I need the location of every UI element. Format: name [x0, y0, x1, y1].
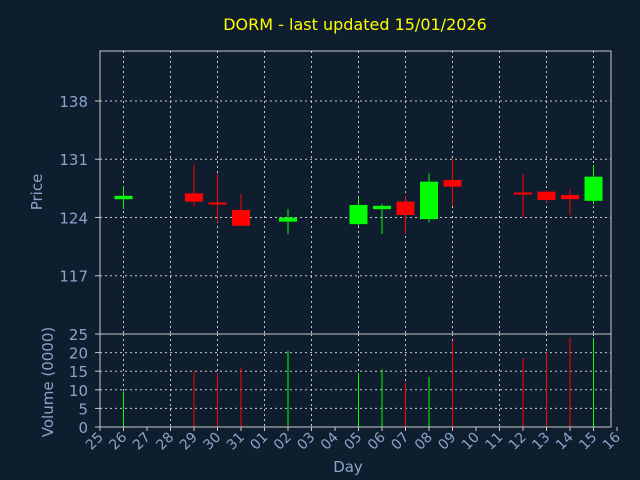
- x-tick-label: 27: [130, 430, 154, 454]
- x-tick-label: 26: [106, 429, 130, 453]
- x-tick-label: 29: [177, 430, 201, 454]
- volume-tick-label: 15: [69, 363, 88, 381]
- price-frame: [99, 50, 612, 335]
- candle-body: [114, 195, 133, 200]
- volume-tick-label: 5: [78, 400, 88, 418]
- price-axis-label: Price: [28, 174, 46, 211]
- candle-body: [349, 204, 368, 225]
- chart-title: DORM - last updated 15/01/2026: [223, 15, 487, 34]
- candle-body: [514, 192, 532, 195]
- x-tick-label: 08: [412, 430, 436, 454]
- price-tick-label: 131: [59, 151, 88, 169]
- price-tick-label: 117: [59, 268, 88, 286]
- candle-body: [232, 209, 250, 226]
- volume-tick-label: 0: [78, 419, 88, 437]
- x-tick-label: 09: [435, 430, 459, 454]
- x-tick-label: 12: [506, 430, 530, 454]
- x-axis: 25 26 27 28 29 30 31 01 02 03 04 05 06 07 08 09 10 11 12 13…: [83, 427, 624, 453]
- volume-tick-label: 10: [69, 382, 88, 400]
- x-tick-label: 14: [553, 429, 577, 453]
- x-tick-label: 07: [388, 430, 412, 454]
- x-tick-label: 30: [200, 430, 224, 454]
- volume-tick-label: 20: [69, 345, 88, 363]
- x-tick-label: 28: [153, 430, 177, 454]
- x-tick-label: 05: [341, 430, 365, 454]
- candle-body: [185, 193, 203, 202]
- candle-body: [537, 191, 556, 200]
- x-axis-label: Day: [333, 458, 363, 476]
- price-tick-label: 138: [59, 93, 88, 111]
- candle-body: [443, 180, 462, 187]
- x-tick-label: 01: [247, 430, 271, 454]
- x-tick-label: 11: [482, 430, 506, 454]
- candle-body: [208, 202, 227, 205]
- candle-body: [584, 176, 603, 201]
- x-tick-label: 16: [600, 429, 624, 453]
- x-tick-label: 31: [224, 430, 248, 454]
- x-tick-label: 02: [271, 430, 295, 454]
- x-tick-label: 15: [576, 430, 600, 454]
- candle-body: [396, 201, 415, 215]
- candle-body: [279, 217, 297, 222]
- x-tick-label: 10: [459, 430, 483, 454]
- x-tick-label: 03: [294, 430, 318, 454]
- volume-frame: [99, 333, 612, 428]
- x-tick-label: 06: [365, 429, 389, 453]
- price-panel: 117 124 131 138: [59, 50, 612, 335]
- candle-body: [561, 194, 579, 200]
- candle-body: [373, 205, 391, 210]
- x-tick-label: 04: [318, 429, 342, 453]
- price-tick-label: 124: [59, 209, 88, 227]
- volume-axis-label: Volume (0000): [39, 327, 57, 437]
- volume-tick-label: 25: [69, 326, 88, 344]
- x-tick-label: 13: [529, 430, 553, 454]
- candle-body: [420, 181, 438, 220]
